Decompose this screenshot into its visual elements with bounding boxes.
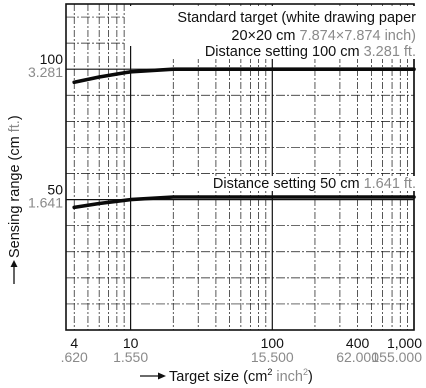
x-tick-label-4: 1,000 [387, 335, 422, 351]
y-axis-arrow-head [10, 260, 18, 267]
y-axis-label-unit2: ft. [7, 120, 23, 132]
x-tick-label2-0: .620 [61, 349, 88, 365]
x-tick-label2-2: 15.500 [251, 349, 294, 365]
x-axis-label-text: Target size (cm2 inch2) [169, 367, 313, 385]
x-axis-arrow-head [158, 372, 166, 380]
series-line-1 [72, 195, 416, 210]
series-label-100: Distance setting 100 cm 3.281 ft. [156, 44, 418, 60]
series-label-100-bg [156, 44, 418, 59]
x-axis-label-prefix: Target size (cm [169, 369, 267, 385]
series-label-100-text: Distance setting 100 cm 3.281 ft. [205, 44, 416, 60]
plot-frame [65, 3, 415, 331]
y-tick-label2-1: 1.641 [28, 195, 63, 211]
x-tick-label-3: 400 [346, 335, 370, 351]
series-line-0 [72, 67, 416, 84]
y-axis-label-main: Sensing range (cm [7, 132, 23, 258]
y-axis-label-text: Sensing range (cm ft.) [7, 115, 23, 258]
x-tick-label-2: 100 [261, 335, 285, 351]
x-axis-label-sup2: 2 [303, 367, 308, 377]
annotation-line1: Standard target (white drawing paper [177, 10, 416, 26]
y-tick-label2-0: 3.281 [28, 64, 63, 80]
y-tick-label-0: 100 [40, 51, 64, 67]
annotation: Standard target (white drawing paper 20×… [126, 6, 418, 46]
x-tick-label-0: 4 [70, 335, 78, 351]
x-tick-label-1: 10 [123, 335, 139, 351]
series-label-50: Distance setting 50 cm 1.641 ft. [170, 176, 418, 192]
annotation-bg [126, 6, 418, 46]
x-axis-label: Target size (cm2 inch2) [140, 367, 313, 385]
x-tick-label2-1: 1.550 [113, 349, 148, 365]
annotation-line2-main: 20×20 cm [231, 28, 299, 44]
x-axis-label-unit2: inch [272, 369, 303, 385]
series-label-50-bg [170, 176, 418, 191]
tick-labels: 4.620101.55010015.50040062.0001,000155.0… [28, 51, 422, 365]
series-label-100-alt: 3.281 ft. [364, 44, 416, 60]
series-label-50-name: Distance setting 50 cm [213, 176, 360, 192]
x-axis-label-sup1: 2 [267, 367, 272, 377]
series-label-50-alt: 1.641 ft. [364, 176, 416, 192]
series-layer [72, 67, 416, 210]
annotation-line2: 20×20 cm 7.874×7.874 inch) [231, 28, 416, 44]
y-tick-label-1: 50 [47, 182, 63, 198]
series-label-100-name: Distance setting 100 cm [205, 44, 360, 60]
x-tick-label2-3: 62.000 [336, 349, 379, 365]
series-label-50-text: Distance setting 50 cm 1.641 ft. [213, 176, 416, 192]
y-axis-label-suffix: ) [7, 115, 23, 120]
y-axis-label: Sensing range (cm ft.) [7, 115, 23, 284]
x-tick-label2-4: 155.000 [371, 349, 422, 365]
x-axis-label-suffix: ) [308, 369, 313, 385]
annotation-line2-alt: 7.874×7.874 inch) [300, 28, 417, 44]
